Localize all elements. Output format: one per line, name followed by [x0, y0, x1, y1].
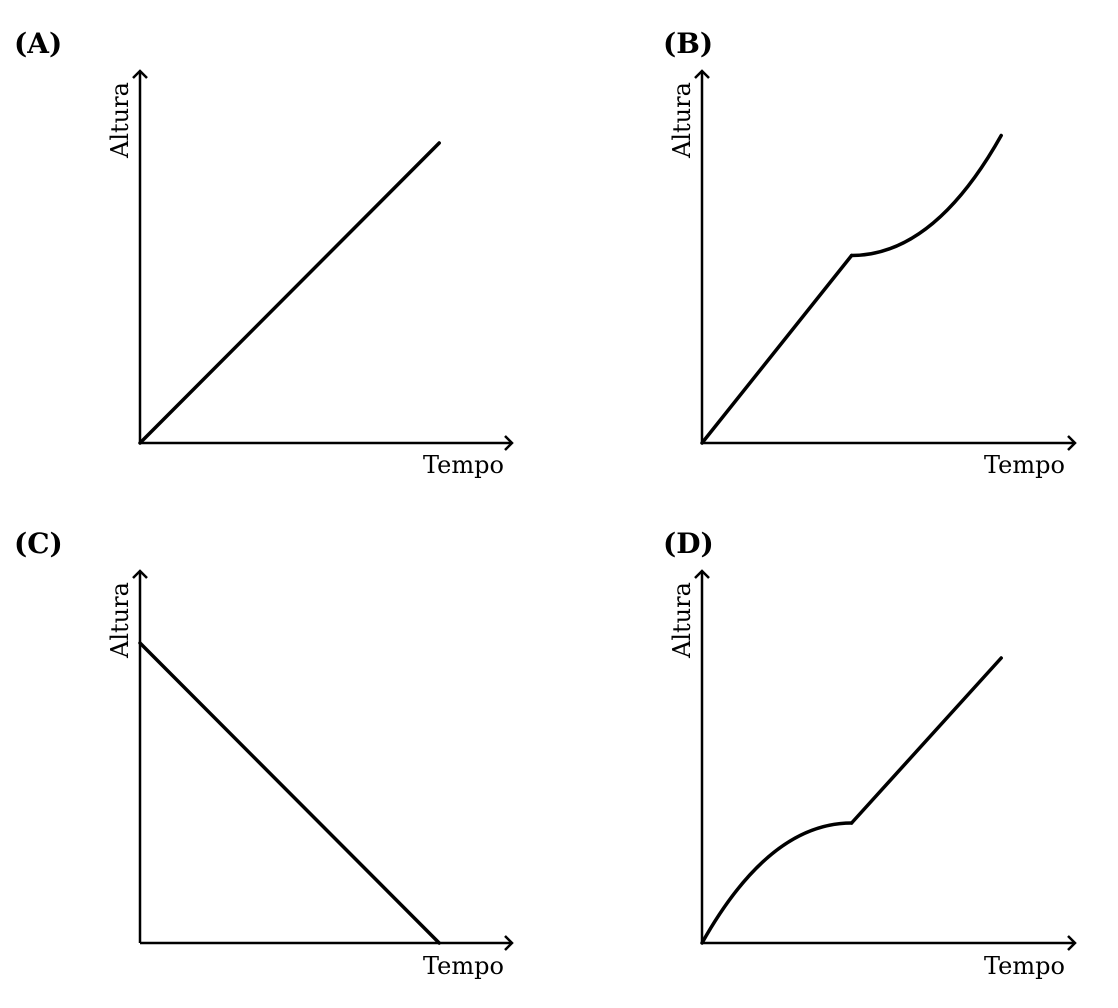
- chart-plot: [132, 69, 514, 451]
- panel-label: (B): [663, 27, 714, 60]
- series-line: [700, 253, 854, 445]
- y-axis-label: Altura: [668, 82, 696, 158]
- y-axis-label: Altura: [106, 582, 134, 658]
- x-axis-arrow: [504, 435, 514, 451]
- y-axis-arrow: [132, 569, 148, 579]
- x-axis-label: Tempo: [984, 451, 1065, 479]
- y-axis-label: Altura: [668, 582, 696, 658]
- y-axis-label: Altura: [106, 82, 134, 158]
- chart-panel-d: (D) Altura Tempo: [559, 500, 1118, 1004]
- x-axis-arrow: [1067, 435, 1077, 451]
- x-axis-arrow: [1067, 935, 1077, 951]
- y-axis-arrow: [132, 69, 148, 79]
- series-line: [138, 141, 441, 445]
- panel-label: (A): [14, 27, 63, 60]
- series-line: [138, 641, 441, 945]
- chart-plot: [132, 569, 514, 951]
- chart-panel-c: (C) Altura Tempo: [0, 500, 559, 1004]
- chart-panel-a: (A) Altura Tempo: [0, 0, 559, 504]
- x-axis-label: Tempo: [423, 952, 504, 980]
- chart-panel-b: (B) Altura Tempo: [559, 0, 1118, 504]
- panel-label: (C): [14, 527, 63, 560]
- y-axis-arrow: [694, 69, 710, 79]
- x-axis-arrow: [504, 935, 514, 951]
- series-line: [849, 133, 1003, 258]
- chart-plot: [694, 569, 1077, 951]
- chart-plot: [694, 69, 1077, 451]
- series-line: [700, 821, 854, 945]
- x-axis-label: Tempo: [984, 952, 1065, 980]
- panel-label: (D): [663, 527, 714, 560]
- y-axis-arrow: [694, 569, 710, 579]
- series-line: [849, 656, 1003, 825]
- x-axis-label: Tempo: [423, 451, 504, 479]
